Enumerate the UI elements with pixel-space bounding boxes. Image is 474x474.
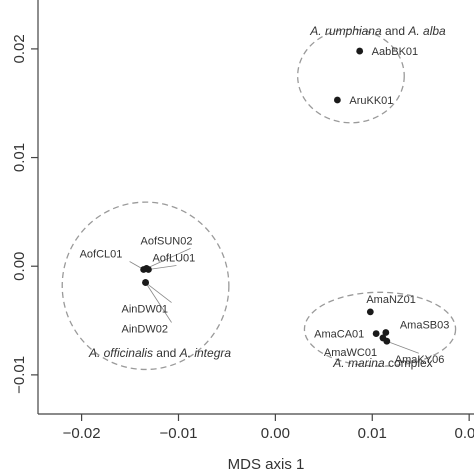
point-label: AofCL01 bbox=[80, 248, 123, 260]
x-tick-label: −0.02 bbox=[63, 425, 101, 442]
data-point bbox=[366, 308, 374, 316]
data-point bbox=[383, 337, 391, 345]
group-ellipses bbox=[61, 28, 457, 371]
point-label: AmaSB03 bbox=[400, 320, 450, 332]
x-tick-label: −0.01 bbox=[160, 425, 198, 442]
leader-line bbox=[146, 248, 191, 269]
leader-lines bbox=[129, 248, 419, 354]
y-tick-label: 0.02 bbox=[11, 34, 28, 63]
leader-line bbox=[386, 340, 419, 354]
x-tick-label: 0.00 bbox=[261, 425, 290, 442]
point-label: AinDW02 bbox=[122, 324, 168, 336]
leader-line bbox=[148, 265, 177, 270]
point-label: AmaWC01 bbox=[324, 347, 377, 359]
group-label-part: A. integra bbox=[179, 346, 232, 360]
leader-line bbox=[145, 282, 172, 323]
point-label: AabBK01 bbox=[372, 46, 418, 58]
point-labels: AabBK01 AruKK01 AofCL01 AofSUN02 AofLU01 AinD… bbox=[80, 46, 450, 366]
x-tick-label: 0.02 bbox=[455, 425, 474, 442]
group-labels: A. rumphiana and A. alba A. officinalis a… bbox=[88, 24, 446, 370]
group-label-part: and bbox=[153, 346, 180, 360]
y-tick-label: −0.01 bbox=[11, 356, 28, 394]
axis-ticks: −0.02 −0.01 0.00 0.01 0.02 −0.01 0.00 0.01 0.02 bbox=[11, 34, 474, 442]
group-label-part: A. marina bbox=[332, 356, 385, 370]
data-point bbox=[356, 47, 364, 55]
point-label: AinDW01 bbox=[122, 304, 168, 316]
data-point bbox=[145, 266, 152, 273]
y-tick-label: 0.00 bbox=[11, 252, 28, 281]
group-ellipse bbox=[303, 291, 457, 367]
point-label: AmaNZ01 bbox=[366, 294, 416, 306]
x-tick-label: 0.01 bbox=[358, 425, 387, 442]
group-label: A. rumphiana and A. alba bbox=[309, 24, 446, 38]
data-points bbox=[140, 47, 391, 345]
data-point bbox=[382, 329, 390, 336]
leader-line bbox=[145, 282, 172, 303]
data-point bbox=[142, 279, 149, 286]
group-label-part: A. officinalis bbox=[88, 346, 153, 360]
x-axis-title: MDS axis 1 bbox=[228, 456, 305, 473]
group-label: A. marina complex bbox=[332, 356, 432, 370]
group-label-part: A. rumphiana bbox=[309, 24, 382, 38]
group-ellipse bbox=[61, 201, 230, 371]
y-tick-label: 0.01 bbox=[11, 143, 28, 172]
group-label-part: A. alba bbox=[407, 24, 446, 38]
point-label: AofLU01 bbox=[152, 252, 195, 264]
group-ellipse bbox=[297, 28, 405, 124]
point-label: AofSUN02 bbox=[141, 235, 193, 247]
group-label-part: and bbox=[382, 24, 409, 38]
group-label: A. officinalis and A. integra bbox=[88, 346, 231, 360]
point-label: AruKK01 bbox=[349, 95, 393, 107]
data-point bbox=[333, 96, 341, 104]
group-label-part: complex bbox=[385, 356, 433, 370]
point-label: AmaCA01 bbox=[314, 329, 364, 341]
data-point bbox=[372, 330, 380, 337]
point-label: AmaKY06 bbox=[395, 354, 445, 366]
plot-frame bbox=[37, 0, 474, 415]
